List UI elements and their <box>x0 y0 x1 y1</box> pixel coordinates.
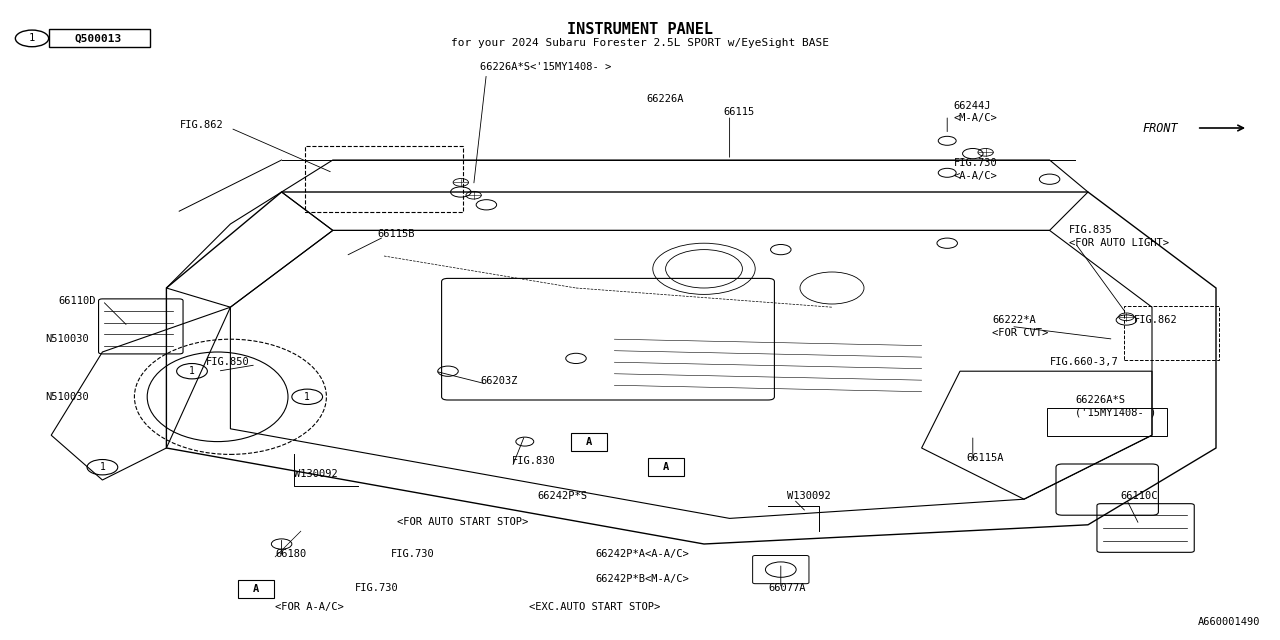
Text: 66222*A: 66222*A <box>992 315 1036 325</box>
Text: A: A <box>663 462 668 472</box>
Text: <EXC.AUTO START STOP>: <EXC.AUTO START STOP> <box>529 602 660 612</box>
Text: FIG.730: FIG.730 <box>954 158 997 168</box>
Text: <A-A/C>: <A-A/C> <box>954 171 997 181</box>
Text: 1: 1 <box>305 392 310 402</box>
Text: 66203Z: 66203Z <box>480 376 517 386</box>
Text: for your 2024 Subaru Forester 2.5L SPORT w/EyeSight BASE: for your 2024 Subaru Forester 2.5L SPORT… <box>451 38 829 49</box>
Text: 66226A: 66226A <box>646 94 684 104</box>
Text: 66226A*S: 66226A*S <box>1075 395 1125 405</box>
Text: 66242P*A<A-A/C>: 66242P*A<A-A/C> <box>595 548 689 559</box>
Text: N510030: N510030 <box>45 392 88 402</box>
Text: 66242P*S: 66242P*S <box>538 491 588 501</box>
Text: 66226A*S<'15MY1408- >: 66226A*S<'15MY1408- > <box>480 62 612 72</box>
Text: 66244J: 66244J <box>954 100 991 111</box>
Text: 1: 1 <box>189 366 195 376</box>
Text: <FOR AUTO LIGHT>: <FOR AUTO LIGHT> <box>1069 238 1169 248</box>
Text: INSTRUMENT PANEL: INSTRUMENT PANEL <box>567 22 713 37</box>
Text: 66110D: 66110D <box>59 296 96 306</box>
Text: W130092: W130092 <box>294 468 338 479</box>
Text: <FOR AUTO START STOP>: <FOR AUTO START STOP> <box>397 516 529 527</box>
Text: 66077A: 66077A <box>768 582 805 593</box>
Text: W130092: W130092 <box>787 491 831 501</box>
Text: 66180: 66180 <box>275 548 306 559</box>
Text: FIG.660-3,7: FIG.660-3,7 <box>1050 356 1119 367</box>
Text: 66115A: 66115A <box>966 452 1004 463</box>
Text: <FOR A-A/C>: <FOR A-A/C> <box>275 602 344 612</box>
Text: FIG.835: FIG.835 <box>1069 225 1112 236</box>
Text: FIG.862: FIG.862 <box>1134 315 1178 325</box>
Text: 66110C: 66110C <box>1120 491 1157 501</box>
Text: ('15MY1408- ): ('15MY1408- ) <box>1075 408 1156 418</box>
Text: FIG.730: FIG.730 <box>390 548 434 559</box>
Text: N510030: N510030 <box>45 334 88 344</box>
Text: FIG.862: FIG.862 <box>180 120 224 130</box>
Text: 1: 1 <box>100 462 105 472</box>
Text: 66115: 66115 <box>723 107 754 117</box>
Text: FIG.830: FIG.830 <box>512 456 556 466</box>
Text: 66115B: 66115B <box>378 228 415 239</box>
Text: FIG.850: FIG.850 <box>206 356 250 367</box>
Text: 66242P*B<M-A/C>: 66242P*B<M-A/C> <box>595 574 689 584</box>
Text: A: A <box>253 584 259 594</box>
Text: <M-A/C>: <M-A/C> <box>954 113 997 124</box>
Text: FIG.730: FIG.730 <box>355 582 398 593</box>
Text: A660001490: A660001490 <box>1198 617 1261 627</box>
Text: Q500013: Q500013 <box>76 33 122 44</box>
Text: <FOR CVT>: <FOR CVT> <box>992 328 1048 338</box>
Text: A: A <box>586 436 591 447</box>
Text: FRONT: FRONT <box>1142 122 1178 134</box>
Text: 1: 1 <box>29 33 35 44</box>
